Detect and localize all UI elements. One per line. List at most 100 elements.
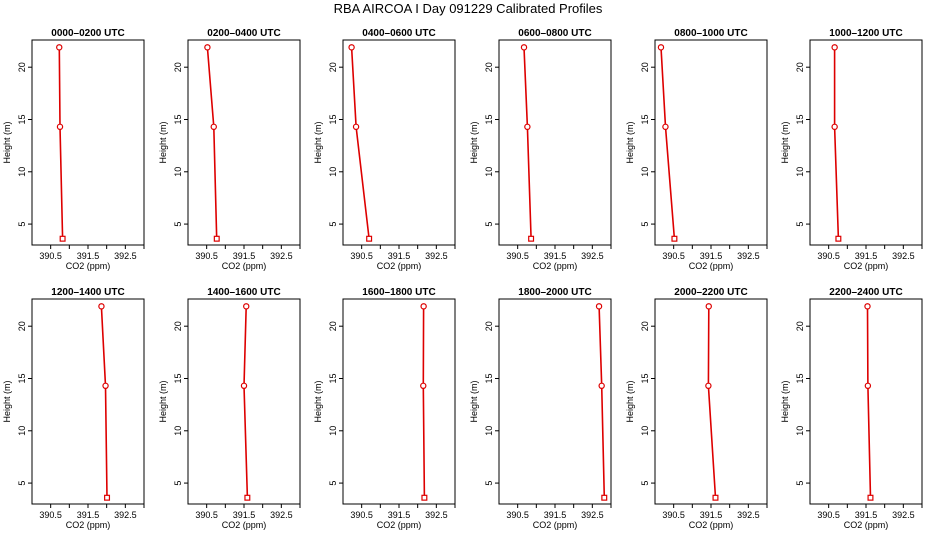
panel-2: 0200–0400 UTC 390.5 391.5 392.5 5 10 15 20 CO2 (… xyxy=(158,28,301,271)
y-axis-label: Height (m) xyxy=(158,380,168,422)
data-point-square xyxy=(104,494,111,501)
y-tick-label: 5 xyxy=(17,481,27,486)
y-tick-label: 15 xyxy=(640,373,650,383)
profile-line xyxy=(866,306,872,498)
x-tick-label: 390.5 xyxy=(662,251,685,261)
x-tick-label: 392.5 xyxy=(114,510,137,520)
y-tick-label: 10 xyxy=(328,167,338,177)
y-tick-label: 10 xyxy=(17,426,27,436)
panel-3: 0400–0600 UTC 390.5 391.5 392.5 5 10 15 20 CO2 (… xyxy=(313,28,456,271)
x-axis-label: CO2 (ppm) xyxy=(844,261,889,271)
data-point xyxy=(56,44,63,51)
y-tick-label: 10 xyxy=(173,167,183,177)
x-tick-label: 392.5 xyxy=(425,510,448,520)
figure-title: RBA AIRCOA I Day 091229 Calibrated Profi… xyxy=(334,1,603,16)
y-tick-label: 20 xyxy=(328,62,338,72)
plot-frame xyxy=(31,39,145,246)
profile-line xyxy=(523,47,532,239)
plot-frame xyxy=(654,298,768,505)
y-tick-label: 5 xyxy=(640,481,650,486)
x-tick-label: 390.5 xyxy=(39,510,62,520)
y-tick-label: 20 xyxy=(484,62,494,72)
y-tick-label: 20 xyxy=(640,321,650,331)
plot-frame xyxy=(809,298,923,505)
y-tick-label: 10 xyxy=(173,426,183,436)
data-point xyxy=(352,123,360,131)
plot-frame xyxy=(31,298,145,505)
data-point xyxy=(598,382,605,390)
data-point xyxy=(864,303,871,310)
data-point-square xyxy=(421,494,428,501)
data-point xyxy=(831,123,838,131)
panel-title: 0400–0600 UTC xyxy=(362,28,435,39)
y-tick-label: 5 xyxy=(484,481,494,486)
panel-11: 2000–2200 UTC 390.5 391.5 392.5 5 10 15 20 CO2 (… xyxy=(625,287,768,530)
x-tick-label: 392.5 xyxy=(581,251,604,261)
data-point-square xyxy=(213,235,220,242)
data-point xyxy=(662,123,669,131)
plot-frame xyxy=(342,298,456,505)
panel-8: 1400–1600 UTC 390.5 391.5 392.5 5 10 15 20 CO2 (… xyxy=(158,287,301,530)
y-tick-label: 15 xyxy=(640,114,650,124)
y-tick-label: 10 xyxy=(640,426,650,436)
profile-line xyxy=(833,47,840,239)
x-tick-label: 390.5 xyxy=(817,510,840,520)
x-tick-label: 390.5 xyxy=(506,251,529,261)
x-axis-label: CO2 (ppm) xyxy=(377,520,422,530)
data-point-square xyxy=(601,494,608,501)
data-point xyxy=(524,123,531,131)
x-tick-label: 392.5 xyxy=(581,510,604,520)
y-tick-label: 10 xyxy=(484,426,494,436)
y-tick-label: 5 xyxy=(484,222,494,227)
y-tick-label: 20 xyxy=(173,62,183,72)
y-tick-label: 20 xyxy=(795,62,805,72)
y-tick-label: 10 xyxy=(640,167,650,177)
data-point xyxy=(705,382,712,390)
y-axis-label: Height (m) xyxy=(158,121,168,163)
y-axis-label: Height (m) xyxy=(780,380,790,422)
y-tick-label: 5 xyxy=(173,222,183,227)
data-point xyxy=(657,44,665,51)
x-tick-label: 390.5 xyxy=(506,510,529,520)
panel-4: 0600–0800 UTC 390.5 391.5 392.5 5 10 15 20 CO2 (… xyxy=(469,28,612,271)
x-tick-label: 392.5 xyxy=(270,510,293,520)
x-tick-label: 391.5 xyxy=(855,251,878,261)
profile-line xyxy=(660,47,676,239)
y-tick-label: 20 xyxy=(17,62,27,72)
x-tick-label: 392.5 xyxy=(737,510,760,520)
y-tick-label: 15 xyxy=(795,373,805,383)
x-axis-label: CO2 (ppm) xyxy=(222,261,267,271)
data-point xyxy=(243,303,250,310)
profile-line xyxy=(707,306,717,498)
y-tick-label: 20 xyxy=(795,321,805,331)
x-tick-label: 392.5 xyxy=(114,251,137,261)
profile-line xyxy=(58,47,64,239)
panel-1: 0000–0200 UTC 390.5 391.5 392.5 5 10 15 20 CO2 (… xyxy=(2,28,145,271)
y-tick-label: 15 xyxy=(795,114,805,124)
y-axis-label: Height (m) xyxy=(2,380,12,422)
panel-12: 2200–2400 UTC 390.5 391.5 392.5 5 10 15 20 CO2 (… xyxy=(780,287,923,530)
data-point-square xyxy=(528,235,535,242)
y-axis-label: Height (m) xyxy=(780,121,790,163)
x-axis-label: CO2 (ppm) xyxy=(377,261,422,271)
data-point xyxy=(240,382,248,390)
y-tick-label: 5 xyxy=(173,481,183,486)
x-tick-label: 391.5 xyxy=(700,510,723,520)
panel-title: 1600–1800 UTC xyxy=(362,287,435,298)
profile-line xyxy=(100,306,108,498)
panel-title: 0200–0400 UTC xyxy=(207,28,280,39)
x-tick-label: 391.5 xyxy=(544,510,567,520)
data-point xyxy=(204,44,211,51)
profile-line xyxy=(206,47,218,239)
y-tick-label: 15 xyxy=(328,114,338,124)
y-tick-label: 10 xyxy=(17,167,27,177)
x-axis-label: CO2 (ppm) xyxy=(689,520,734,530)
profile-line xyxy=(422,306,426,498)
panel-title: 1800–2000 UTC xyxy=(518,287,591,298)
panel-title: 0000–0200 UTC xyxy=(51,28,124,39)
x-axis-label: CO2 (ppm) xyxy=(844,520,889,530)
y-tick-label: 20 xyxy=(484,321,494,331)
panel-9: 1600–1800 UTC 390.5 391.5 392.5 5 10 15 20 CO2 (… xyxy=(313,287,456,530)
y-axis-label: Height (m) xyxy=(625,380,635,422)
y-tick-label: 20 xyxy=(17,321,27,331)
